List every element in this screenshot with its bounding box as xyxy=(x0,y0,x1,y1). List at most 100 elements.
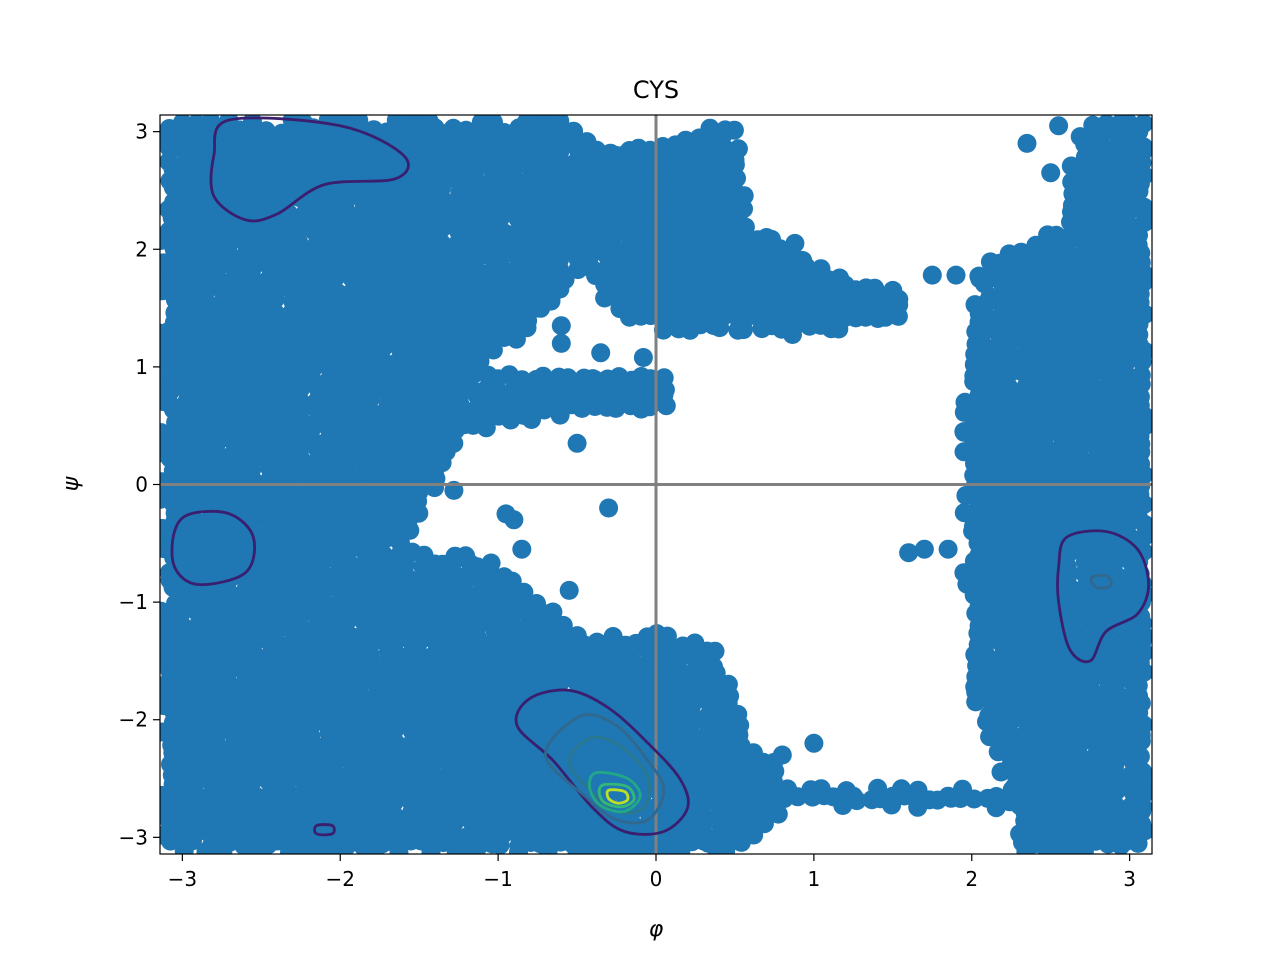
y-tick-label: −1 xyxy=(119,590,148,614)
scatter-point xyxy=(559,580,579,600)
scatter-point xyxy=(914,539,934,559)
scatter-point xyxy=(778,779,797,799)
scatter-point xyxy=(299,304,319,324)
scatter-point xyxy=(718,674,738,694)
scatter-point xyxy=(657,626,677,646)
y-tick-label: 0 xyxy=(135,473,148,497)
scatter-point xyxy=(433,651,453,671)
x-tick-label: −1 xyxy=(483,867,512,891)
scatter-point xyxy=(550,115,570,131)
scatter-point xyxy=(183,203,203,223)
scatter-point xyxy=(704,657,723,677)
scatter-points xyxy=(160,115,1152,854)
scatter-point xyxy=(633,348,653,367)
scatter-point xyxy=(954,422,974,442)
scatter-point xyxy=(362,292,382,312)
scatter-point xyxy=(349,115,369,130)
scatter-point xyxy=(480,639,500,659)
scatter-point xyxy=(160,152,179,172)
x-axis-label: φ xyxy=(649,917,664,942)
scatter-point xyxy=(481,553,501,573)
scatter-point xyxy=(370,727,390,747)
x-tick-label: 3 xyxy=(1123,867,1136,891)
scatter-point xyxy=(654,368,674,388)
x-tick-label: −2 xyxy=(325,867,354,891)
scatter-point xyxy=(267,677,287,697)
scatter-point xyxy=(528,298,548,318)
scatter-point xyxy=(908,780,928,800)
scatter-point xyxy=(599,498,619,518)
scatter-point xyxy=(1013,780,1032,800)
scatter-point xyxy=(634,656,654,676)
x-tick-label: 1 xyxy=(808,867,821,891)
scatter-point xyxy=(419,115,439,131)
x-tick-label: 2 xyxy=(965,867,978,891)
scatter-point xyxy=(946,265,966,285)
scatter-point xyxy=(201,115,221,131)
scatter-point xyxy=(685,633,705,653)
scatter-point xyxy=(245,785,265,805)
scatter-point xyxy=(757,228,776,247)
scatter-point xyxy=(512,370,532,390)
scatter-point xyxy=(172,115,192,133)
scatter-point xyxy=(266,303,286,323)
scatter-point xyxy=(772,745,792,765)
scatter-point xyxy=(165,727,184,747)
scatter-point xyxy=(393,698,413,718)
scatter-point xyxy=(830,268,850,288)
scatter-point xyxy=(504,510,524,530)
x-tick-label: −3 xyxy=(168,867,197,891)
scatter-point xyxy=(219,273,239,293)
scatter-point xyxy=(456,120,476,140)
scatter-point xyxy=(536,604,555,624)
scatter-point xyxy=(494,567,514,587)
scatter-point xyxy=(330,239,350,259)
scatter-point xyxy=(256,121,276,141)
scatter-point xyxy=(551,316,571,336)
y-tick-label: −3 xyxy=(119,825,148,849)
scatter-point xyxy=(668,786,688,806)
x-tick-label: 0 xyxy=(650,867,663,891)
scatter-point xyxy=(954,563,974,583)
scatter-point xyxy=(567,433,587,453)
y-axis-label: ψ xyxy=(59,476,84,491)
scatter-point xyxy=(728,139,748,159)
scatter-point xyxy=(575,228,595,247)
scatter-point xyxy=(512,539,532,559)
scatter-point xyxy=(268,543,288,563)
scatter-point xyxy=(461,379,481,399)
scatter-point xyxy=(698,833,718,853)
scatter-point xyxy=(564,121,584,141)
y-tick-label: 3 xyxy=(135,120,148,144)
chart-title: CYS xyxy=(633,76,679,104)
scatter-point xyxy=(587,632,607,652)
scatter-point xyxy=(433,678,453,698)
y-tick-label: 1 xyxy=(135,355,148,379)
scatter-point xyxy=(938,539,958,559)
scatter-point xyxy=(591,343,611,363)
scatter-point xyxy=(1017,133,1037,153)
scatter-point xyxy=(681,715,701,735)
scatter-point xyxy=(804,733,824,753)
scatter-point xyxy=(705,641,725,661)
scatter-point xyxy=(468,173,488,193)
scatter-point xyxy=(393,357,413,377)
scatter-point xyxy=(165,686,184,706)
scatter-point xyxy=(533,366,553,386)
scatter-point xyxy=(843,786,863,806)
scatter-point xyxy=(188,642,208,661)
scatter-point xyxy=(614,380,634,400)
scatter-point xyxy=(414,545,434,565)
scatter-point xyxy=(811,259,831,279)
scatter-point xyxy=(1041,163,1061,183)
scatter-point xyxy=(463,365,483,384)
scatter-point xyxy=(374,545,394,565)
scatter-point xyxy=(865,278,885,298)
scatter-point xyxy=(603,627,623,646)
scatter-point xyxy=(457,827,477,847)
scatter-point xyxy=(417,316,437,336)
scatter-point xyxy=(785,233,805,253)
scatter-point xyxy=(700,118,720,138)
